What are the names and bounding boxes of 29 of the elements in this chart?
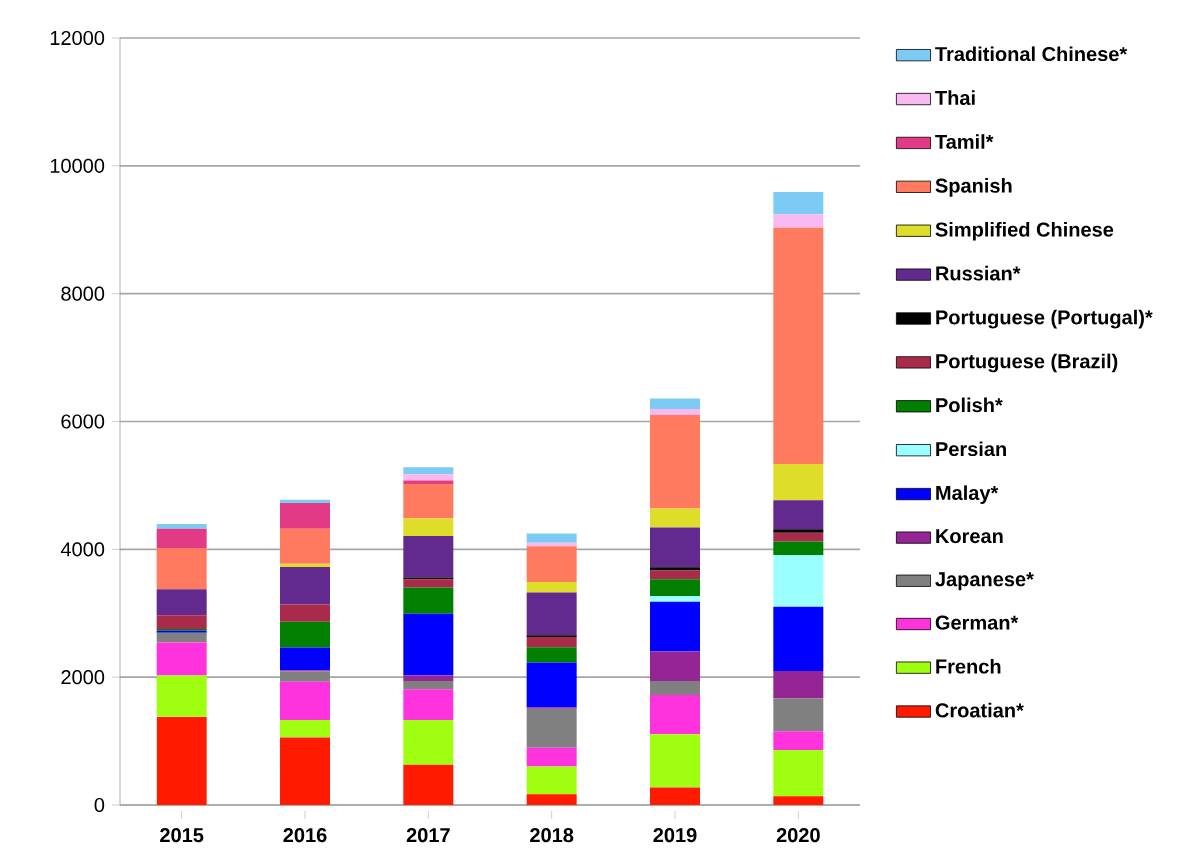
legend-label: Malay* <box>936 485 999 504</box>
y-tick-label: 10000 <box>50 158 105 173</box>
legend-label: Russian* <box>936 265 1021 281</box>
y-tick-label: 4000 <box>60 542 105 557</box>
legend-label: Croatian* <box>935 702 1024 718</box>
legend-label: French <box>936 658 1001 674</box>
x-tick-label: 2017 <box>406 828 450 843</box>
y-tick-label: 6000 <box>61 414 105 429</box>
x-tick-label: 2020 <box>776 828 820 843</box>
legend-label: Japanese* <box>935 572 1034 591</box>
legend-label: Thai <box>935 90 975 105</box>
legend-label: Traditional Chinese* <box>935 46 1128 62</box>
legend-label: Spanish <box>935 178 1012 197</box>
y-tick-label: 0 <box>94 797 105 813</box>
legend-label: Tamil* <box>935 134 994 149</box>
legend-label: Simplified Chinese <box>935 221 1114 241</box>
x-tick-label: 2015 <box>160 828 204 843</box>
x-tick-label: 2019 <box>653 828 697 843</box>
legend-label: Polish* <box>936 397 1003 413</box>
legend-label: Portuguese (Brazil) <box>936 353 1118 373</box>
legend-label: German* <box>935 615 1019 630</box>
y-tick-label: 2000 <box>61 670 105 685</box>
x-tick-label: 2018 <box>530 828 574 843</box>
legend-label: Portuguese (Portugal)* <box>936 309 1153 329</box>
y-tick-label: 12000 <box>50 30 105 46</box>
legend-label: Persian <box>936 441 1006 457</box>
x-tick-label: 2016 <box>283 828 327 843</box>
legend-label: Korean <box>936 529 1003 544</box>
y-tick-label: 8000 <box>61 286 105 301</box>
